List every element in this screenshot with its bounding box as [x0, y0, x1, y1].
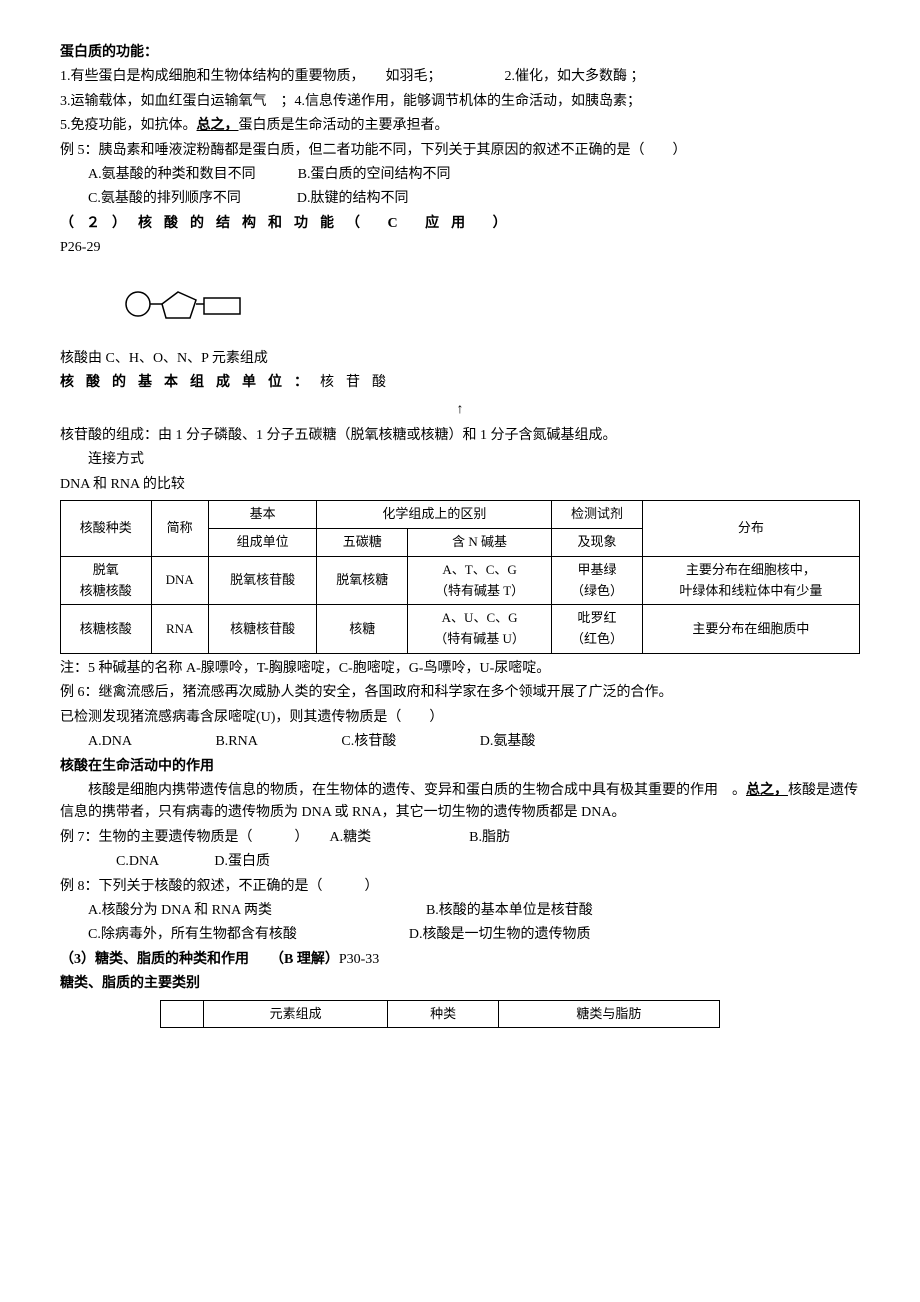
sugar-lipid-title: 糖类、脂质的主要类别	[60, 973, 860, 995]
example-6-context: 例 6：继禽流感后，猪流感再次威胁人类的安全，各国政府和科学家在多个领域开展了广…	[60, 682, 860, 704]
base-rect-icon	[204, 298, 240, 314]
section-3-ref: P30-33	[339, 952, 379, 967]
th-reagent: 检测试剂	[552, 501, 643, 529]
example-8-opts-ab: A.核酸分为 DNA 和 RNA 两类 B.核酸的基本单位是核苷酸	[60, 900, 860, 922]
table2-header-row: 元素组成 种类 糖类与脂肪	[161, 1000, 720, 1028]
th-unit: 组成单位	[208, 529, 317, 557]
th-basic: 基本	[208, 501, 317, 529]
section-3-title: （3）糖类、脂质的种类和作用 （B 理解）	[60, 952, 339, 967]
th-phenom: 及现象	[552, 529, 643, 557]
protein-fn-5a: 5.免疫功能，如抗体。	[60, 118, 197, 133]
sugar-lipid-table: 元素组成 种类 糖类与脂肪	[160, 1000, 720, 1029]
dna-abbr: DNA	[151, 556, 208, 605]
example-8-opts-cd: C.除病毒外，所有生物都含有核酸 D.核酸是一切生物的遗传物质	[60, 924, 860, 946]
section-2-title: （２）核酸的结构和功能（ C 应用 ）	[60, 216, 519, 231]
rna-dist: 主要分布在细胞质中	[642, 605, 859, 654]
nucleic-role-underline: 总之，	[746, 783, 788, 798]
t2-h-elem: 元素组成	[204, 1000, 388, 1028]
example-6-question: 已检测发现猪流感病毒含尿嘧啶(U)，则其遗传物质是（ ）	[60, 707, 860, 729]
ex6-opt-c: C.核苷酸	[341, 731, 396, 753]
nucleotide-composition: 核苷酸的组成：由 1 分子磷酸、1 分子五碳糖（脱氧核糖或核糖）和 1 分子含氮…	[60, 425, 860, 447]
nucleic-acid-elements: 核酸由 C、H、O、N、P 元素组成	[60, 348, 860, 370]
example-5-opts-cd: C.氨基酸的排列顺序不同 D.肽键的结构不同	[60, 188, 860, 210]
nucleic-acid-unit-line: 核酸的基本组成单位：核苷酸	[60, 372, 860, 394]
protein-fn-5-underline: 总之，	[197, 118, 239, 133]
th-abbr: 简称	[151, 501, 208, 557]
protein-fn-5: 5.免疫功能，如抗体。总之，蛋白质是生命活动的主要承担者。	[60, 115, 860, 137]
rna-reagent: 吡罗红（红色）	[552, 605, 643, 654]
th-chem-diff: 化学组成上的区别	[317, 501, 552, 529]
example-7-question: 例 7：生物的主要遗传物质是（ ） A.糖类 B.脂肪	[60, 827, 860, 849]
link-mode: 连接方式	[60, 449, 860, 471]
nucleotide-svg	[100, 270, 260, 330]
protein-fn-5b: 蛋白质是生命活动的主要承担者。	[239, 118, 449, 133]
rna-name: 核糖核酸	[61, 605, 152, 654]
nucleic-role-title: 核酸在生命活动中的作用	[60, 756, 860, 778]
dna-rna-compare-title: DNA 和 RNA 的比较	[60, 474, 860, 496]
table-header-row-1: 核酸种类 简称 基本 化学组成上的区别 检测试剂 分布	[61, 501, 860, 529]
dna-unit: 脱氧核苷酸	[208, 556, 317, 605]
dna-name: 脱氧核糖核酸	[61, 556, 152, 605]
protein-fn-1-2: 1.有些蛋白是构成细胞和生物体结构的重要物质， 如羽毛； 2.催化，如大多数酶 …	[60, 66, 860, 88]
rna-pentose: 核糖	[317, 605, 408, 654]
pentose-pentagon-icon	[162, 292, 196, 318]
rna-bases: A、U、C、G（特有碱基 U）	[407, 605, 551, 654]
nucleic-role-body: 核酸是细胞内携带遗传信息的物质，在生物体的遗传、变异和蛋白质的生物合成中具有极其…	[60, 780, 860, 825]
note-bases: 注：5 种碱基的名称 A-腺嘌呤，T-胸腺嘧啶，C-胞嘧啶，G-鸟嘌呤，U-尿嘧…	[60, 658, 860, 680]
ex6-opt-b: B.RNA	[215, 731, 257, 753]
nucleic-unit-value: 核苷酸	[320, 375, 398, 390]
example-5-question: 例 5：胰岛素和唾液淀粉酶都是蛋白质，但二者功能不同，下列关于其原因的叙述不正确…	[60, 140, 860, 162]
th-nbase: 含 N 碱基	[407, 529, 551, 557]
rna-abbr: RNA	[151, 605, 208, 654]
table-row-rna: 核糖核酸 RNA 核糖核苷酸 核糖 A、U、C、G（特有碱基 U） 吡罗红（红色…	[61, 605, 860, 654]
phosphate-circle-icon	[126, 292, 150, 316]
nucleic-unit-label: 核酸的基本组成单位：	[60, 375, 320, 390]
ex6-opt-d: D.氨基酸	[480, 731, 536, 753]
th-dist: 分布	[642, 501, 859, 557]
dna-pentose: 脱氧核糖	[317, 556, 408, 605]
rna-unit: 核糖核苷酸	[208, 605, 317, 654]
ex6-opt-a: A.DNA	[88, 731, 132, 753]
example-8-question: 例 8：下列关于核酸的叙述，不正确的是（ ）	[60, 876, 860, 898]
dna-reagent: 甲基绿（绿色）	[552, 556, 643, 605]
nucleotide-diagram	[100, 270, 860, 338]
nucleic-role-a: 核酸是细胞内携带遗传信息的物质，在生物体的遗传、变异和蛋白质的生物合成中具有极其…	[60, 783, 746, 798]
section-3-header: （3）糖类、脂质的种类和作用 （B 理解）P30-33	[60, 949, 860, 971]
table-row-dna: 脱氧核糖核酸 DNA 脱氧核苷酸 脱氧核糖 A、T、C、G（特有碱基 T） 甲基…	[61, 556, 860, 605]
t2-h-sugarfat: 糖类与脂肪	[498, 1000, 719, 1028]
dna-dist: 主要分布在细胞核中，叶绿体和线粒体中有少量	[642, 556, 859, 605]
t2-h-blank	[161, 1000, 204, 1028]
th-type: 核酸种类	[61, 501, 152, 557]
example-5-opts-ab: A.氨基酸的种类和数目不同 B.蛋白质的空间结构不同	[60, 164, 860, 186]
th-pentose: 五碳糖	[317, 529, 408, 557]
section-2-page-ref: P26-29	[60, 237, 860, 259]
example-6-options: A.DNA B.RNA C.核苷酸 D.氨基酸	[60, 731, 860, 753]
t2-h-type: 种类	[388, 1000, 499, 1028]
protein-fn-3-4: 3.运输载体，如血红蛋白运输氧气 ；4.信息传递作用，能够调节机体的生命活动，如…	[60, 91, 860, 113]
example-7-opts-cd: C.DNA D.蛋白质	[60, 851, 860, 873]
dna-bases: A、T、C、G（特有碱基 T）	[407, 556, 551, 605]
protein-functions-title: 蛋白质的功能：	[60, 42, 860, 64]
dna-rna-table: 核酸种类 简称 基本 化学组成上的区别 检测试剂 分布 组成单位 五碳糖 含 N…	[60, 500, 860, 654]
section-2-header: （２）核酸的结构和功能（ C 应用 ）	[60, 213, 860, 235]
up-arrow-icon: ↑	[60, 399, 860, 421]
